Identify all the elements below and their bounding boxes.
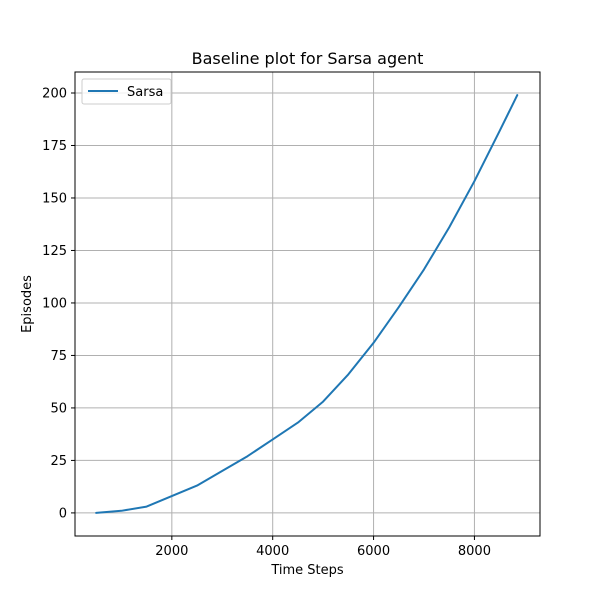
y-tick-label: 125 (42, 244, 67, 259)
plot-area-frame (74, 71, 541, 537)
y-tick-label: 50 (50, 401, 67, 416)
y-axis-label: Episodes (20, 275, 35, 333)
legend-box (81, 78, 172, 105)
y-tick-label: 100 (42, 296, 67, 311)
x-tick-label: 2000 (155, 544, 188, 559)
y-tick-label: 75 (50, 349, 67, 364)
x-axis-label: Time Steps (270, 563, 344, 578)
x-tick-label: 4000 (256, 544, 289, 559)
y-axis: 0 25 50 75 100 125 150 175 200 (42, 86, 75, 521)
grid-lines (75, 72, 540, 536)
x-axis: 2000 4000 6000 8000 (155, 536, 491, 559)
legend: Sarsa (81, 78, 172, 105)
x-tick-label: 6000 (357, 544, 390, 559)
series-layer (95, 94, 519, 514)
series-line-sarsa (95, 94, 519, 514)
chart-title: Baseline plot for Sarsa agent (192, 49, 424, 68)
y-tick-label: 150 (42, 191, 67, 206)
y-tick-label: 0 (59, 506, 67, 521)
y-tick-label: 175 (42, 139, 67, 154)
y-tick-label: 25 (50, 454, 67, 469)
legend-label-sarsa: Sarsa (127, 85, 163, 100)
x-tick-label: 8000 (458, 544, 491, 559)
y-tick-label: 200 (42, 86, 67, 101)
